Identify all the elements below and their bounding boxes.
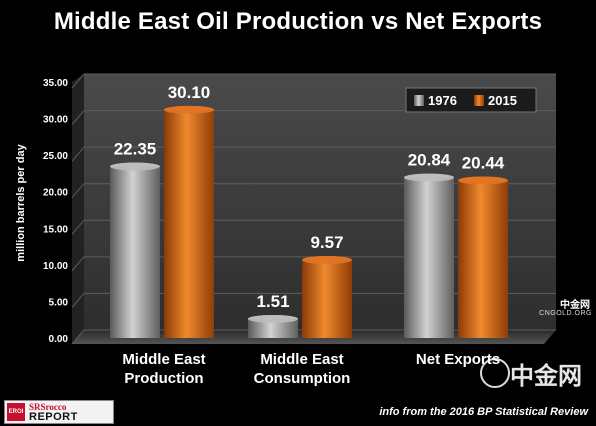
bar-top-cap	[248, 314, 298, 323]
y-tick-label: 25.00	[43, 151, 68, 162]
category-label: Production	[124, 370, 203, 387]
category-label: Net Exports	[416, 351, 500, 368]
data-label: 1.51	[256, 292, 289, 311]
y-tick-label: 0.00	[49, 334, 69, 345]
bar-top-cap	[302, 256, 352, 265]
gridline-side	[71, 146, 85, 162]
gridline-side	[71, 329, 85, 345]
y-tick-label: 15.00	[43, 224, 68, 235]
plot-left-wall	[72, 74, 84, 344]
watermark-logo-icon	[480, 358, 510, 388]
logo-line-1: SRSrocco	[29, 402, 67, 412]
y-tick-label: 5.00	[49, 297, 69, 308]
bar-1976	[404, 177, 454, 338]
gridline-side	[71, 73, 85, 89]
legend-label: 2015	[488, 93, 517, 108]
category-label: Consumption	[254, 370, 351, 387]
gridline-side	[71, 256, 85, 272]
legend-swatch-2015	[474, 95, 484, 106]
bar-top-cap	[164, 105, 214, 114]
srsrocco-logo: EROI SRSrocco REPORT	[4, 400, 114, 424]
gridline-side	[71, 110, 85, 125]
legend-label: 1976	[428, 93, 457, 108]
logo-line-2: REPORT	[29, 411, 78, 423]
bar-2015	[302, 260, 352, 338]
bar-1976	[110, 166, 160, 338]
watermark-main: 中金网	[510, 362, 582, 390]
bar-top-cap	[404, 173, 454, 182]
data-label: 20.44	[462, 153, 505, 172]
y-tick-label: 30.00	[43, 115, 68, 126]
category-label: Middle East	[260, 351, 343, 368]
bar-2015	[458, 180, 508, 338]
legend-box	[405, 87, 537, 113]
bar-1976	[248, 318, 298, 338]
gridline-side	[71, 183, 85, 199]
data-label: 20.84	[408, 151, 451, 170]
gridline-side	[71, 219, 85, 235]
data-label: 22.35	[114, 140, 157, 159]
watermark-small-title: 中金网	[560, 300, 590, 311]
bar-2015	[164, 109, 214, 338]
cngold-watermark: 中金网	[478, 354, 594, 400]
bar-top-cap	[110, 162, 160, 171]
data-label: 30.10	[168, 83, 211, 102]
y-tick-label: 10.00	[43, 261, 68, 272]
category-label: Middle East	[122, 351, 205, 368]
watermark-small-url: CNGOLD.ORG	[539, 310, 592, 317]
chart-title: Middle East Oil Production vs Net Export…	[53, 8, 543, 35]
legend-swatch-1976	[414, 95, 424, 106]
source-note: info from the 2016 BP Statistical Review	[379, 406, 588, 418]
data-label: 9.57	[310, 233, 343, 252]
y-tick-label: 35.00	[43, 78, 68, 89]
bar-top-cap	[458, 176, 508, 185]
cngold-watermark-small: 中金网 CNGOLD.ORG	[512, 296, 596, 336]
eroi-badge: EROI	[7, 403, 25, 421]
y-tick-label: 20.00	[43, 188, 68, 199]
gridline-side	[71, 293, 85, 308]
